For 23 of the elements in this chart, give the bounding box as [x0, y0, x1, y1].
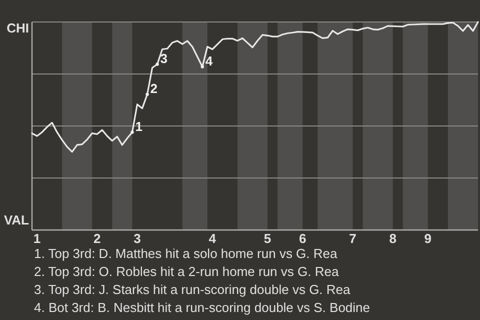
series-label: 4: [205, 53, 214, 68]
x-tick-label: 3: [134, 231, 141, 246]
text: 4. Bot 3rd: B. Nesbitt hit a run-scoring double vs S. Bodine: [34, 300, 370, 315]
x-tick-label: 9: [424, 231, 432, 246]
text: VAL: [4, 212, 30, 228]
x-tick-label: 1: [33, 231, 41, 246]
point: [200, 65, 204, 68]
text: 1. Top 3rd: D. Matthes hit a solo home run vs G. Rea: [34, 246, 338, 261]
x-tick-label: 7: [349, 231, 356, 246]
text: 2. Top 3rd: O. Robles hit a 2-run home run vs G. Rea: [34, 264, 340, 279]
x-tick-label: 8: [389, 231, 396, 246]
x-tick-label: 2: [94, 231, 101, 246]
series-label: 1: [135, 118, 142, 134]
series-label: 2: [150, 80, 158, 96]
text: 3. Top 3rd: J. Starks hit a run-scoring double vs G. Rea: [34, 282, 352, 297]
x-tick-label: 6: [298, 231, 306, 246]
point: [156, 62, 159, 66]
x-tick-label: 5: [264, 231, 272, 246]
series-label: 3: [160, 50, 168, 66]
x-tick-label: 4: [208, 231, 217, 246]
point: [146, 92, 149, 96]
point: [130, 130, 134, 134]
text: CHI: [6, 20, 29, 36]
